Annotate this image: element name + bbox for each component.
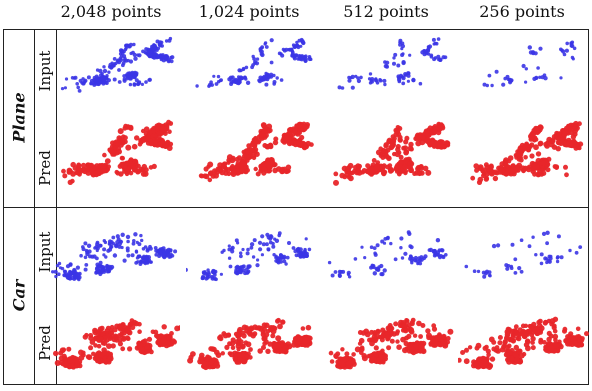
group-label-plane: Plane <box>9 92 29 143</box>
point-cloud-image <box>464 230 583 279</box>
point-cloud <box>337 37 448 90</box>
point-cloud-image <box>195 37 313 88</box>
point-cloud-image <box>61 119 174 185</box>
point-cloud-image <box>458 316 589 370</box>
group-label-car: Car <box>9 279 29 312</box>
point-cloud-image <box>187 317 313 371</box>
point-cloud <box>61 119 174 185</box>
cell-car-pred-2 <box>186 298 318 382</box>
column-header-512: 512 points <box>343 2 429 21</box>
point-cloud-image <box>60 36 175 93</box>
point-cloud-image <box>198 121 314 183</box>
cell-car-input-2 <box>186 210 318 294</box>
point-cloud <box>470 120 584 185</box>
cell-car-input-3 <box>322 210 454 294</box>
point-cloud <box>464 230 583 279</box>
point-cloud-image <box>51 232 178 282</box>
cell-plane-input-1 <box>48 32 180 112</box>
point-cloud-image <box>470 120 584 185</box>
cell-plane-input-4 <box>458 32 590 112</box>
point-cloud <box>187 317 313 371</box>
cell-plane-pred-3 <box>322 116 454 204</box>
cell-plane-pred-1 <box>48 116 180 204</box>
point-cloud <box>186 231 312 282</box>
point-cloud-image <box>333 121 451 186</box>
cell-car-pred-1 <box>48 298 180 382</box>
cell-plane-input-2 <box>186 32 318 112</box>
cell-car-pred-3 <box>322 298 454 382</box>
point-cloud <box>195 37 313 88</box>
point-cloud-image <box>482 40 577 88</box>
point-cloud <box>482 40 577 88</box>
group-divider <box>3 207 589 208</box>
point-cloud <box>327 230 448 279</box>
point-cloud <box>60 36 175 93</box>
cell-car-pred-4 <box>458 298 590 382</box>
cell-plane-input-3 <box>322 32 454 112</box>
cell-plane-pred-4 <box>458 116 590 204</box>
cell-car-input-1 <box>48 210 180 294</box>
point-cloud-image <box>337 37 448 90</box>
column-header-256: 256 points <box>479 2 565 21</box>
point-cloud-image <box>328 317 454 370</box>
cell-car-input-4 <box>458 210 590 294</box>
cell-plane-pred-2 <box>186 116 318 204</box>
point-cloud <box>458 316 589 370</box>
point-cloud <box>51 232 178 282</box>
point-cloud-image <box>186 231 312 282</box>
point-cloud <box>198 121 314 183</box>
column-header-2048: 2,048 points <box>60 2 162 21</box>
point-cloud <box>333 121 451 186</box>
point-cloud-image <box>53 318 180 370</box>
column-header-1024: 1,024 points <box>198 2 300 21</box>
point-cloud <box>328 317 454 370</box>
point-cloud <box>53 318 180 370</box>
point-cloud-image <box>327 230 448 279</box>
